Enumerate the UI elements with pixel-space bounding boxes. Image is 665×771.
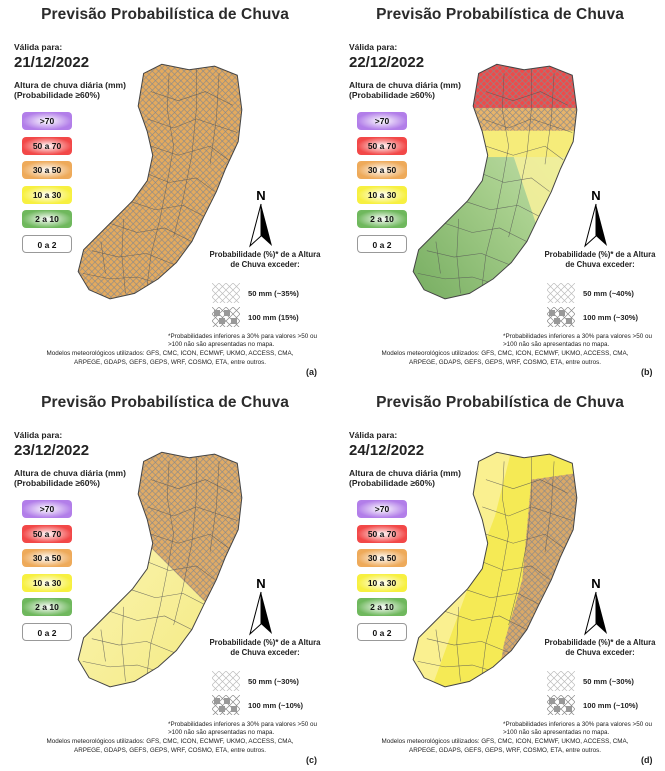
legend-item: 30 a 50 bbox=[22, 161, 72, 179]
forecast-date: 22/12/2022 bbox=[349, 54, 425, 71]
footnote: *Probabilidades inferiores a 30% para va… bbox=[168, 333, 317, 348]
state-map bbox=[412, 63, 578, 300]
rain-label: Altura de chuva diária (mm) (Probabilida… bbox=[349, 468, 461, 488]
valid-label: Válida para: bbox=[14, 430, 63, 440]
hatch-dense-icon bbox=[212, 307, 240, 327]
state-map bbox=[77, 451, 243, 688]
rain-label: Altura de chuva diária (mm) (Probabilida… bbox=[349, 80, 461, 100]
hatch-dense-icon bbox=[547, 695, 575, 715]
legend-item: 10 a 30 bbox=[357, 185, 407, 204]
north-arrow-icon: N bbox=[584, 576, 607, 636]
hatch-dense-icon bbox=[547, 307, 575, 327]
hatch-light-icon bbox=[547, 671, 575, 691]
valid-label: Válida para: bbox=[14, 42, 63, 52]
prob-100mm: 100 mm (~10%) bbox=[212, 695, 330, 715]
prob-50mm: 50 mm (~30%) bbox=[547, 671, 665, 691]
panel-letter: (b) bbox=[641, 367, 653, 377]
legend: >70 50 a 70 30 a 50 10 a 30 2 a 10 0 a 2 bbox=[22, 112, 72, 259]
legend-item: 50 a 70 bbox=[357, 136, 407, 155]
panel-title: Previsão Probabilística de Chuva bbox=[41, 6, 289, 23]
legend-item: 30 a 50 bbox=[357, 161, 407, 179]
svg-text:N: N bbox=[591, 188, 600, 203]
prob-50mm: 50 mm (~35%) bbox=[212, 283, 330, 303]
legend-item: 10 a 30 bbox=[357, 573, 407, 592]
legend-item: 2 a 10 bbox=[357, 598, 407, 616]
footnote: *Probabilidades inferiores a 30% para va… bbox=[168, 721, 317, 736]
probability-title: Probabilidade (%)* de a Altura de Chuva … bbox=[544, 638, 656, 657]
models-note: Modelos meteorológicos utilizados: GFS, … bbox=[46, 738, 294, 754]
probability-title: Probabilidade (%)* de a Altura de Chuva … bbox=[544, 250, 656, 269]
legend-item: 50 a 70 bbox=[22, 136, 72, 155]
svg-text:N: N bbox=[591, 576, 600, 591]
legend-item: 2 a 10 bbox=[22, 210, 72, 228]
legend-item: 30 a 50 bbox=[357, 549, 407, 567]
north-arrow-icon: N bbox=[249, 188, 272, 248]
north-arrow-icon: N bbox=[249, 576, 272, 636]
legend-item: >70 bbox=[357, 500, 407, 518]
state-map bbox=[412, 451, 578, 688]
panel-letter: (c) bbox=[306, 755, 317, 765]
prob-50mm: 50 mm (~30%) bbox=[212, 671, 330, 691]
legend-item: 0 a 2 bbox=[22, 234, 72, 253]
svg-text:N: N bbox=[256, 188, 265, 203]
valid-label: Válida para: bbox=[349, 42, 398, 52]
legend-item: 10 a 30 bbox=[22, 573, 72, 592]
panel-title: Previsão Probabilística de Chuva bbox=[376, 6, 624, 23]
forecast-date: 24/12/2022 bbox=[349, 442, 425, 459]
prob-100mm: 100 mm (~10%) bbox=[547, 695, 665, 715]
legend-item: 2 a 10 bbox=[357, 210, 407, 228]
prob-50mm: 50 mm (~40%) bbox=[547, 283, 665, 303]
legend-item: 10 a 30 bbox=[22, 185, 72, 204]
legend-item: >70 bbox=[357, 112, 407, 130]
models-note: Modelos meteorológicos utilizados: GFS, … bbox=[46, 350, 294, 366]
legend: >70 50 a 70 30 a 50 10 a 30 2 a 10 0 a 2 bbox=[22, 500, 72, 647]
legend-item: 50 a 70 bbox=[22, 524, 72, 543]
legend-item: 30 a 50 bbox=[22, 549, 72, 567]
probability-title: Probabilidade (%)* de a Altura de Chuva … bbox=[209, 638, 321, 657]
legend-item: >70 bbox=[22, 500, 72, 518]
prob-100mm: 100 mm (~30%) bbox=[547, 307, 665, 327]
legend-item: 0 a 2 bbox=[357, 622, 407, 641]
rain-label: Altura de chuva diária (mm) (Probabilida… bbox=[14, 80, 126, 100]
panel-title: Previsão Probabilística de Chuva bbox=[41, 394, 289, 411]
rain-label: Altura de chuva diária (mm) (Probabilida… bbox=[14, 468, 126, 488]
footnote: *Probabilidades inferiores a 30% para va… bbox=[503, 721, 652, 736]
svg-text:N: N bbox=[256, 576, 265, 591]
probability-title: Probabilidade (%)* de a Altura de Chuva … bbox=[209, 250, 321, 269]
legend: >70 50 a 70 30 a 50 10 a 30 2 a 10 0 a 2 bbox=[357, 112, 407, 259]
footnote: *Probabilidades inferiores a 30% para va… bbox=[503, 333, 652, 348]
hatch-light-icon bbox=[212, 671, 240, 691]
north-arrow-icon: N bbox=[584, 188, 607, 248]
valid-label: Válida para: bbox=[349, 430, 398, 440]
legend-item: 0 a 2 bbox=[357, 234, 407, 253]
forecast-date: 23/12/2022 bbox=[14, 442, 90, 459]
forecast-panel: Previsão Probabilística de Chuva Válida … bbox=[335, 0, 665, 383]
hatch-dense-icon bbox=[212, 695, 240, 715]
forecast-panel: Previsão Probabilística de Chuva Válida … bbox=[335, 388, 665, 771]
models-note: Modelos meteorológicos utilizados: GFS, … bbox=[381, 738, 629, 754]
forecast-panel: Previsão Probabilística de Chuva Válida … bbox=[0, 0, 330, 383]
legend: >70 50 a 70 30 a 50 10 a 30 2 a 10 0 a 2 bbox=[357, 500, 407, 647]
panel-letter: (d) bbox=[641, 755, 653, 765]
state-map bbox=[77, 63, 243, 300]
legend-item: 2 a 10 bbox=[22, 598, 72, 616]
legend-item: >70 bbox=[22, 112, 72, 130]
prob-100mm: 100 mm (15%) bbox=[212, 307, 330, 327]
hatch-light-icon bbox=[212, 283, 240, 303]
forecast-date: 21/12/2022 bbox=[14, 54, 90, 71]
forecast-panel: Previsão Probabilística de Chuva Válida … bbox=[0, 388, 330, 771]
legend-item: 50 a 70 bbox=[357, 524, 407, 543]
panel-title: Previsão Probabilística de Chuva bbox=[376, 394, 624, 411]
models-note: Modelos meteorológicos utilizados: GFS, … bbox=[381, 350, 629, 366]
panel-letter: (a) bbox=[306, 367, 317, 377]
hatch-light-icon bbox=[547, 283, 575, 303]
legend-item: 0 a 2 bbox=[22, 622, 72, 641]
